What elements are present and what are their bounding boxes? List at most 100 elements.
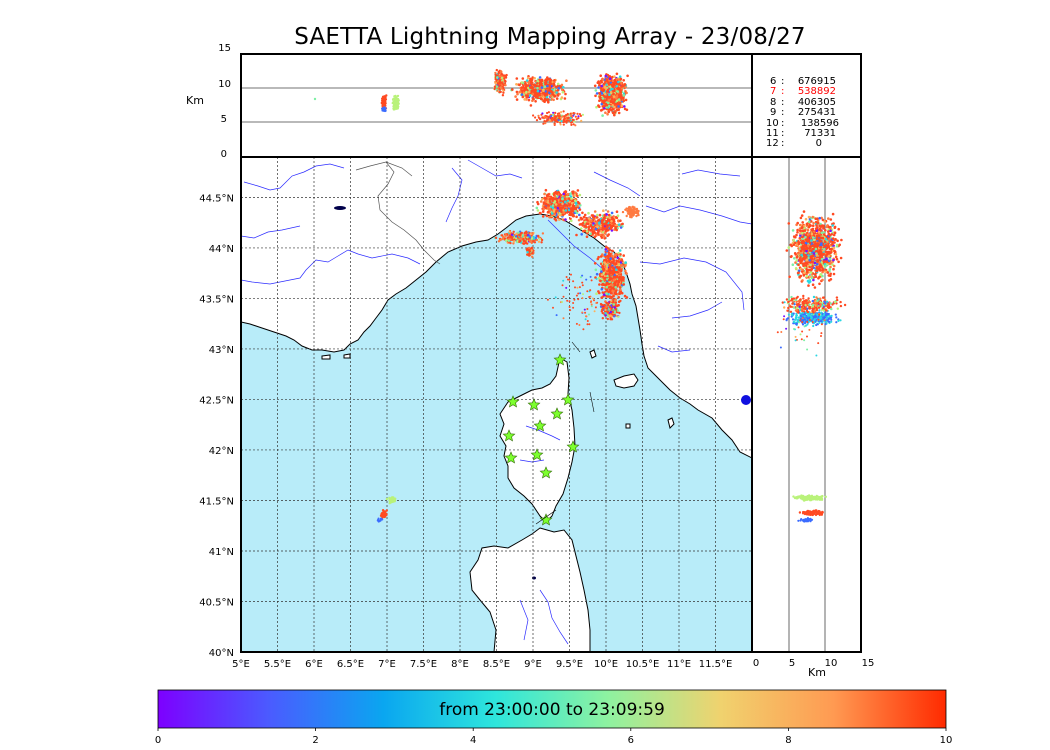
lightning-source <box>552 306 554 309</box>
lightning-source <box>619 288 622 292</box>
lightning-source <box>611 104 614 107</box>
lightning-source <box>549 80 552 83</box>
lightning-source <box>396 98 399 101</box>
lightning-source <box>544 188 548 192</box>
lightning-source <box>395 96 398 99</box>
lightning-source <box>621 84 624 88</box>
chart-title: SAETTA Lightning Mapping Array - 23/08/2… <box>294 24 806 50</box>
section-line <box>535 509 557 525</box>
lightning-source <box>623 294 627 298</box>
lightning-source <box>560 111 563 114</box>
graticule <box>241 157 752 652</box>
station-star-icon <box>502 429 516 442</box>
stat-separator: : <box>781 86 784 97</box>
lightning-source <box>551 116 554 120</box>
lightning-source <box>548 119 551 122</box>
lightning-source <box>548 84 551 87</box>
lightning-source <box>593 235 597 239</box>
lightning-source <box>601 317 604 320</box>
lightning-source <box>589 224 593 227</box>
lightning-source <box>530 89 533 92</box>
lightning-source <box>555 314 558 317</box>
lightning-source <box>495 85 499 89</box>
lightning-source <box>527 86 530 90</box>
lightning-source <box>564 218 567 221</box>
lightning-source <box>582 293 584 296</box>
lightning-source <box>574 115 577 118</box>
lightning-source <box>619 90 623 94</box>
lightning-source <box>607 110 610 114</box>
altitude-latitude-panel <box>751 156 862 653</box>
lightning-source <box>520 81 523 84</box>
lightning-source <box>511 238 514 241</box>
lightning-source <box>537 240 541 243</box>
lightning-source <box>525 230 528 233</box>
lightning-source <box>594 94 597 98</box>
lightning-source <box>602 209 605 212</box>
lightning-source <box>558 218 561 221</box>
lightning-source <box>613 111 617 114</box>
lightning-source <box>581 211 584 215</box>
lightning-source <box>385 509 388 512</box>
lightning-source <box>597 290 600 293</box>
lightning-source <box>574 199 577 202</box>
lightning-source <box>581 224 584 227</box>
lightning-source <box>785 249 789 252</box>
lightning-source <box>540 241 543 244</box>
stat-count: 0 <box>816 138 822 149</box>
stat-stations: 11 <box>766 128 779 139</box>
lightning-source <box>562 317 565 320</box>
lightning-source <box>537 234 540 238</box>
lightning-source <box>572 214 575 218</box>
lightning-source <box>561 115 564 118</box>
hyeres-island <box>343 353 351 359</box>
lightning-source <box>597 80 600 84</box>
lightning-source <box>604 102 608 106</box>
lightning-source <box>614 301 618 304</box>
lightning-source <box>604 283 607 287</box>
lightning-source <box>575 118 578 121</box>
lightning-source <box>633 206 636 209</box>
lightning-source <box>617 223 621 226</box>
lightning-source <box>528 254 531 257</box>
lightning-source <box>535 119 539 122</box>
lightning-source <box>382 104 385 107</box>
lightning-source <box>396 94 400 98</box>
lightning-source <box>594 233 598 237</box>
lightning-source <box>606 310 610 314</box>
lightning-source <box>533 241 537 244</box>
lightning-source <box>500 87 503 90</box>
lightning-source <box>501 237 504 241</box>
lightning-source <box>620 259 624 262</box>
lightning-source <box>498 74 501 78</box>
lightning-source <box>611 108 615 111</box>
lightning-source <box>595 216 599 219</box>
lightning-source <box>625 296 629 299</box>
lightning-source <box>498 79 501 83</box>
lightning-source <box>572 302 575 304</box>
lightning-source <box>531 97 535 100</box>
lightning-source <box>629 206 632 210</box>
lightning-source <box>600 287 604 291</box>
ytick-label: 0 <box>221 149 227 160</box>
lightning-source <box>612 303 616 306</box>
lightning-source <box>556 89 560 92</box>
lightning-source <box>526 242 529 245</box>
lightning-source <box>561 197 564 201</box>
lightning-source <box>621 97 625 100</box>
lightning-source <box>602 271 606 275</box>
lightning-source <box>541 210 545 213</box>
lightning-source <box>606 261 609 265</box>
ytick-label: 15 <box>218 43 231 54</box>
lightning-source <box>605 220 609 224</box>
lightning-source <box>599 255 603 258</box>
lightning-source <box>499 70 503 73</box>
lightning-source <box>609 227 613 230</box>
lightning-source <box>574 206 578 210</box>
lightning-source <box>608 93 611 96</box>
lightning-source <box>565 197 569 200</box>
lightning-source <box>602 82 606 86</box>
lightning-source <box>617 80 620 84</box>
lightning-source <box>518 240 521 243</box>
